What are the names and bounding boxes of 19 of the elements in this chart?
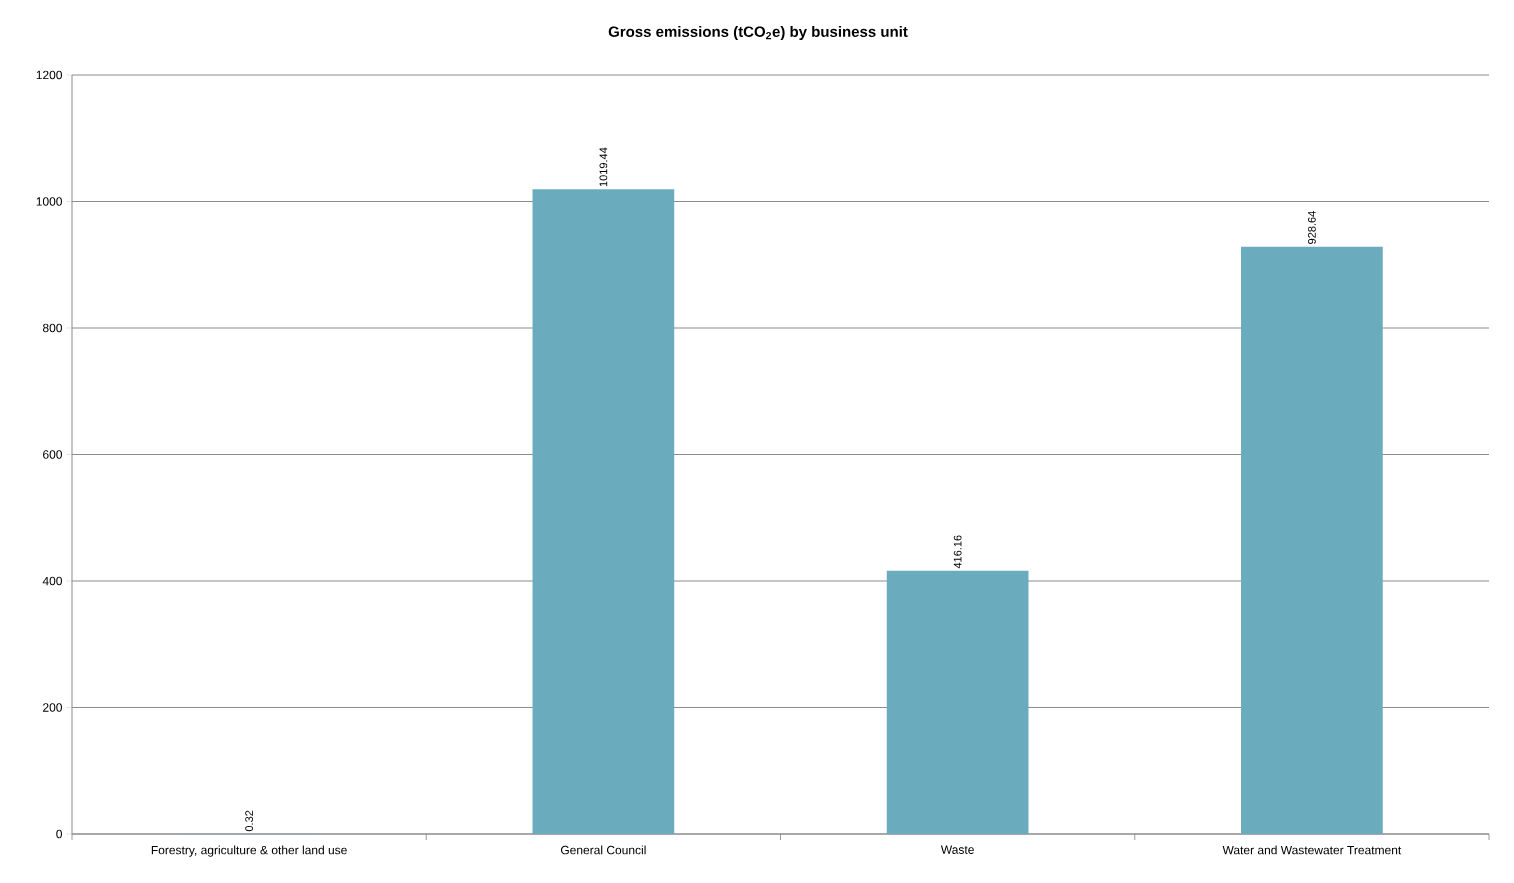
- y-tick-label: 0: [56, 829, 63, 839]
- bar: [1241, 246, 1383, 834]
- bar: [532, 189, 675, 834]
- y-tick-label: 400: [42, 576, 62, 586]
- x-tick-label: Forestry, agriculture & other land use: [151, 845, 347, 857]
- bar: [886, 570, 1029, 834]
- y-tick-label: 600: [43, 450, 62, 459]
- x-tick-label: General Council: [560, 845, 646, 855]
- y-tick-label: 200: [43, 703, 62, 712]
- chart-title: Gross emissions (tCO$_{2}$e) by business unit: [608, 26, 908, 40]
- data-label: 928.64: [1308, 211, 1316, 244]
- y-tick-label: 800: [42, 323, 62, 333]
- data-label: 416.16: [953, 535, 962, 569]
- data-label: 1019.44: [599, 147, 608, 187]
- y-tick-label: 1000: [36, 197, 62, 206]
- y-tick-label: 1200: [36, 70, 62, 80]
- x-tick-label: Water and Wastewater Treatment: [1222, 845, 1402, 855]
- data-label: 0.32: [245, 810, 254, 832]
- x-tick-label: Waste: [940, 845, 974, 854]
